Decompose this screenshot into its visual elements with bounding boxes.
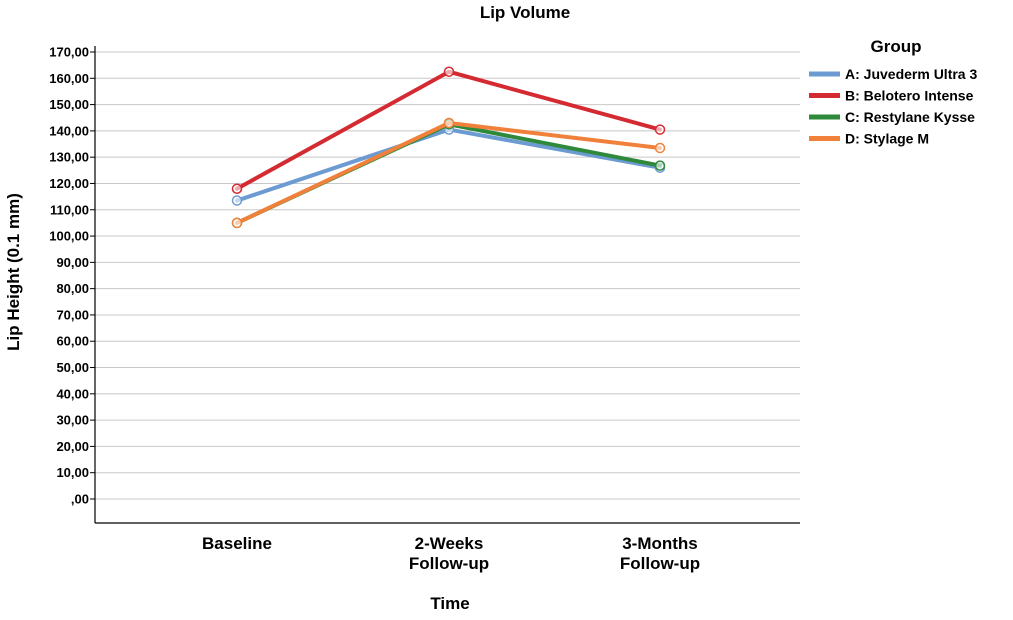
y-tick-labels: ,00 10,00 20,00 30,00 40,00 50,00 60,00 70,00 80… — [49, 45, 89, 507]
series-group — [231, 117, 666, 229]
data-point — [443, 117, 455, 129]
y-tick-label: ,00 — [71, 492, 89, 507]
y-tick-label: 110,00 — [50, 202, 89, 217]
x-axis-title: Time — [430, 594, 469, 613]
y-tick-label: 140,00 — [49, 123, 89, 138]
y-tick-label: 60,00 — [56, 334, 89, 349]
data-point — [654, 160, 666, 171]
y-tick-label: 70,00 — [56, 307, 89, 322]
y-tick-label: 10,00 — [56, 465, 89, 480]
gridlines — [95, 51, 800, 500]
data-point — [231, 217, 243, 229]
y-tick-label: 160,00 — [49, 71, 89, 86]
data-point — [654, 142, 666, 154]
y-tick-label: 40,00 — [56, 386, 89, 401]
data-point — [443, 66, 455, 77]
y-axis-title: Lip Height (0.1 mm) — [4, 193, 23, 351]
data-point — [231, 195, 243, 206]
x-category-label: Baseline — [202, 534, 272, 553]
y-tick-label: 30,00 — [56, 413, 89, 428]
y-tick-label: 90,00 — [56, 255, 89, 270]
y-tick-label: 50,00 — [56, 360, 89, 375]
series-group — [231, 119, 666, 229]
y-tick-label: 170,00 — [49, 45, 89, 60]
series-lines — [231, 66, 666, 229]
legend-label: D: Stylage M — [845, 131, 929, 147]
x-category-labels: Baseline 2-Weeks Follow-up 3-Months Follow-u… — [202, 534, 700, 573]
y-tick-label: 20,00 — [56, 439, 89, 454]
legend: Group A: Juvederm Ultra 3 B: Belotero Int… — [809, 37, 977, 147]
x-category-label: 2-Weeks Follow-up — [409, 534, 489, 573]
data-point — [231, 183, 243, 194]
y-tick-label: 120,00 — [49, 176, 89, 191]
legend-label: A: Juvederm Ultra 3 — [845, 66, 977, 82]
legend-label: C: Restylane Kysse — [845, 109, 975, 125]
axes — [90, 46, 800, 524]
data-point — [654, 124, 666, 135]
series-group — [231, 66, 666, 194]
y-tick-label: 150,00 — [49, 97, 89, 112]
y-tick-label: 100,00 — [49, 229, 89, 244]
x-category-label: 3-Months Follow-up — [620, 534, 700, 573]
chart-title: Lip Volume — [480, 3, 570, 22]
legend-label: B: Belotero Intense — [845, 88, 974, 104]
y-tick-label: 80,00 — [56, 281, 89, 296]
series-line — [235, 120, 662, 225]
legend-title: Group — [871, 37, 922, 56]
y-tick-label: 130,00 — [49, 150, 89, 165]
